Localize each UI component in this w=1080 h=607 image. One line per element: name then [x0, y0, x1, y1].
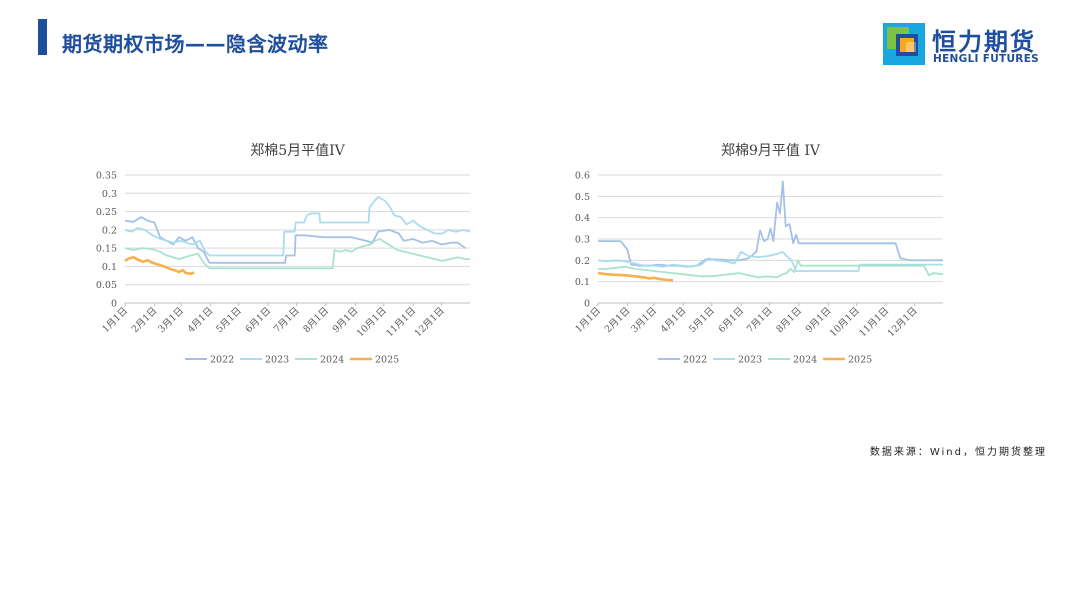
y-tick-label: 0.3 [102, 189, 117, 200]
data-source-note: 数据来源：Wind，恒力期货整理 [869, 447, 1047, 458]
series-line-2023 [597, 250, 943, 272]
page-title: 期货期权市场——隐含波动率 [62, 32, 329, 56]
legend-label-2024: 2024 [320, 355, 344, 366]
legend-label-2023: 2023 [265, 355, 289, 366]
x-tick-label: 5月1日 [687, 305, 717, 335]
y-tick-label: 0.4 [575, 213, 590, 224]
logo-name-en: HENGLI FUTURES [933, 53, 1040, 65]
x-tick-label: 7月1日 [745, 305, 775, 335]
legend-label-2022: 2022 [683, 355, 707, 366]
title-accent-bar [38, 19, 47, 55]
x-tick-label: 3月1日 [629, 305, 659, 335]
logo: 恒力期货 HENGLI FUTURES [882, 22, 1052, 66]
y-tick-label: 0.2 [575, 256, 590, 267]
x-tick-label: 2月1日 [130, 305, 160, 335]
chart-title: 郑棉9月平值 IV [721, 142, 821, 159]
x-tick-label: 5月1日 [214, 305, 244, 335]
x-tick-label: 10月1日 [355, 305, 389, 339]
x-tick-label: 3月1日 [156, 305, 186, 335]
x-tick-label: 4月1日 [659, 305, 689, 335]
x-tick-label: 12月1日 [886, 305, 920, 339]
legend-label-2023: 2023 [738, 355, 762, 366]
x-tick-label: 7月1日 [272, 305, 302, 335]
x-tick-label: 6月1日 [243, 305, 273, 335]
logo-name-cn: 恒力期货 [932, 28, 1036, 56]
chart-cotton-may-iv: 郑棉5月平值IV 0 0.05 0.1 0.15 0.2 0.25 0.3 0.35 1月1日 2月… [80, 130, 480, 375]
y-tick-label: 0.35 [96, 171, 117, 182]
series-line-2023 [124, 196, 471, 257]
legend-label-2025: 2025 [848, 355, 872, 366]
y-tick-label: 0.1 [102, 262, 117, 273]
y-tick-label: 0.05 [96, 280, 117, 291]
series-line-2024 [598, 259, 944, 279]
x-tick-label: 1月1日 [573, 305, 603, 335]
series-line-2022 [598, 180, 943, 268]
y-tick-label: 0.15 [96, 244, 117, 255]
y-tick-label: 0.2 [102, 225, 117, 236]
legend-label-2022: 2022 [210, 355, 234, 366]
legend-label-2024: 2024 [793, 355, 817, 366]
y-tick-label: 0.5 [575, 192, 590, 203]
y-tick-label: 0 [111, 299, 117, 310]
series-line-2024 [124, 238, 470, 270]
x-tick-label: 6月1日 [716, 305, 746, 335]
y-tick-label: 0.1 [575, 277, 590, 288]
x-tick-label: 11月1日 [857, 305, 891, 339]
chart-cotton-sep-iv: 郑棉9月平值 IV 0 0.1 0.2 0.3 0.4 0.5 0.6 1月1日 2月1日 3月1日… [553, 130, 953, 375]
x-tick-label: 8月1日 [774, 305, 804, 335]
y-tick-label: 0.3 [575, 235, 590, 246]
x-tick-label: 8月1日 [301, 305, 331, 335]
chart-svg: 郑棉9月平值 IV 0 0.1 0.2 0.3 0.4 0.5 0.6 1月1日 2月1日3月1日… [573, 142, 944, 366]
logo-icon [883, 23, 925, 65]
series-line-2025 [597, 271, 673, 282]
y-tick-label: 0.25 [96, 207, 117, 218]
x-tick-label: 2月1日 [603, 305, 633, 335]
x-tick-label: 11月1日 [384, 305, 418, 339]
x-tick-label: 1月1日 [100, 305, 130, 335]
y-tick-label: 0 [584, 299, 590, 310]
chart-title: 郑棉5月平值IV [250, 142, 345, 159]
y-tick-label: 0.6 [575, 171, 590, 182]
x-tick-label: 4月1日 [186, 305, 216, 335]
legend-label-2025: 2025 [375, 355, 399, 366]
series-line-2025 [124, 256, 195, 275]
x-tick-label: 12月1日 [413, 305, 447, 339]
x-tick-label: 10月1日 [828, 305, 862, 339]
chart-svg: 郑棉5月平值IV 0 0.05 0.1 0.15 0.2 0.25 0.3 0.35 1月1日 2月… [96, 142, 471, 366]
